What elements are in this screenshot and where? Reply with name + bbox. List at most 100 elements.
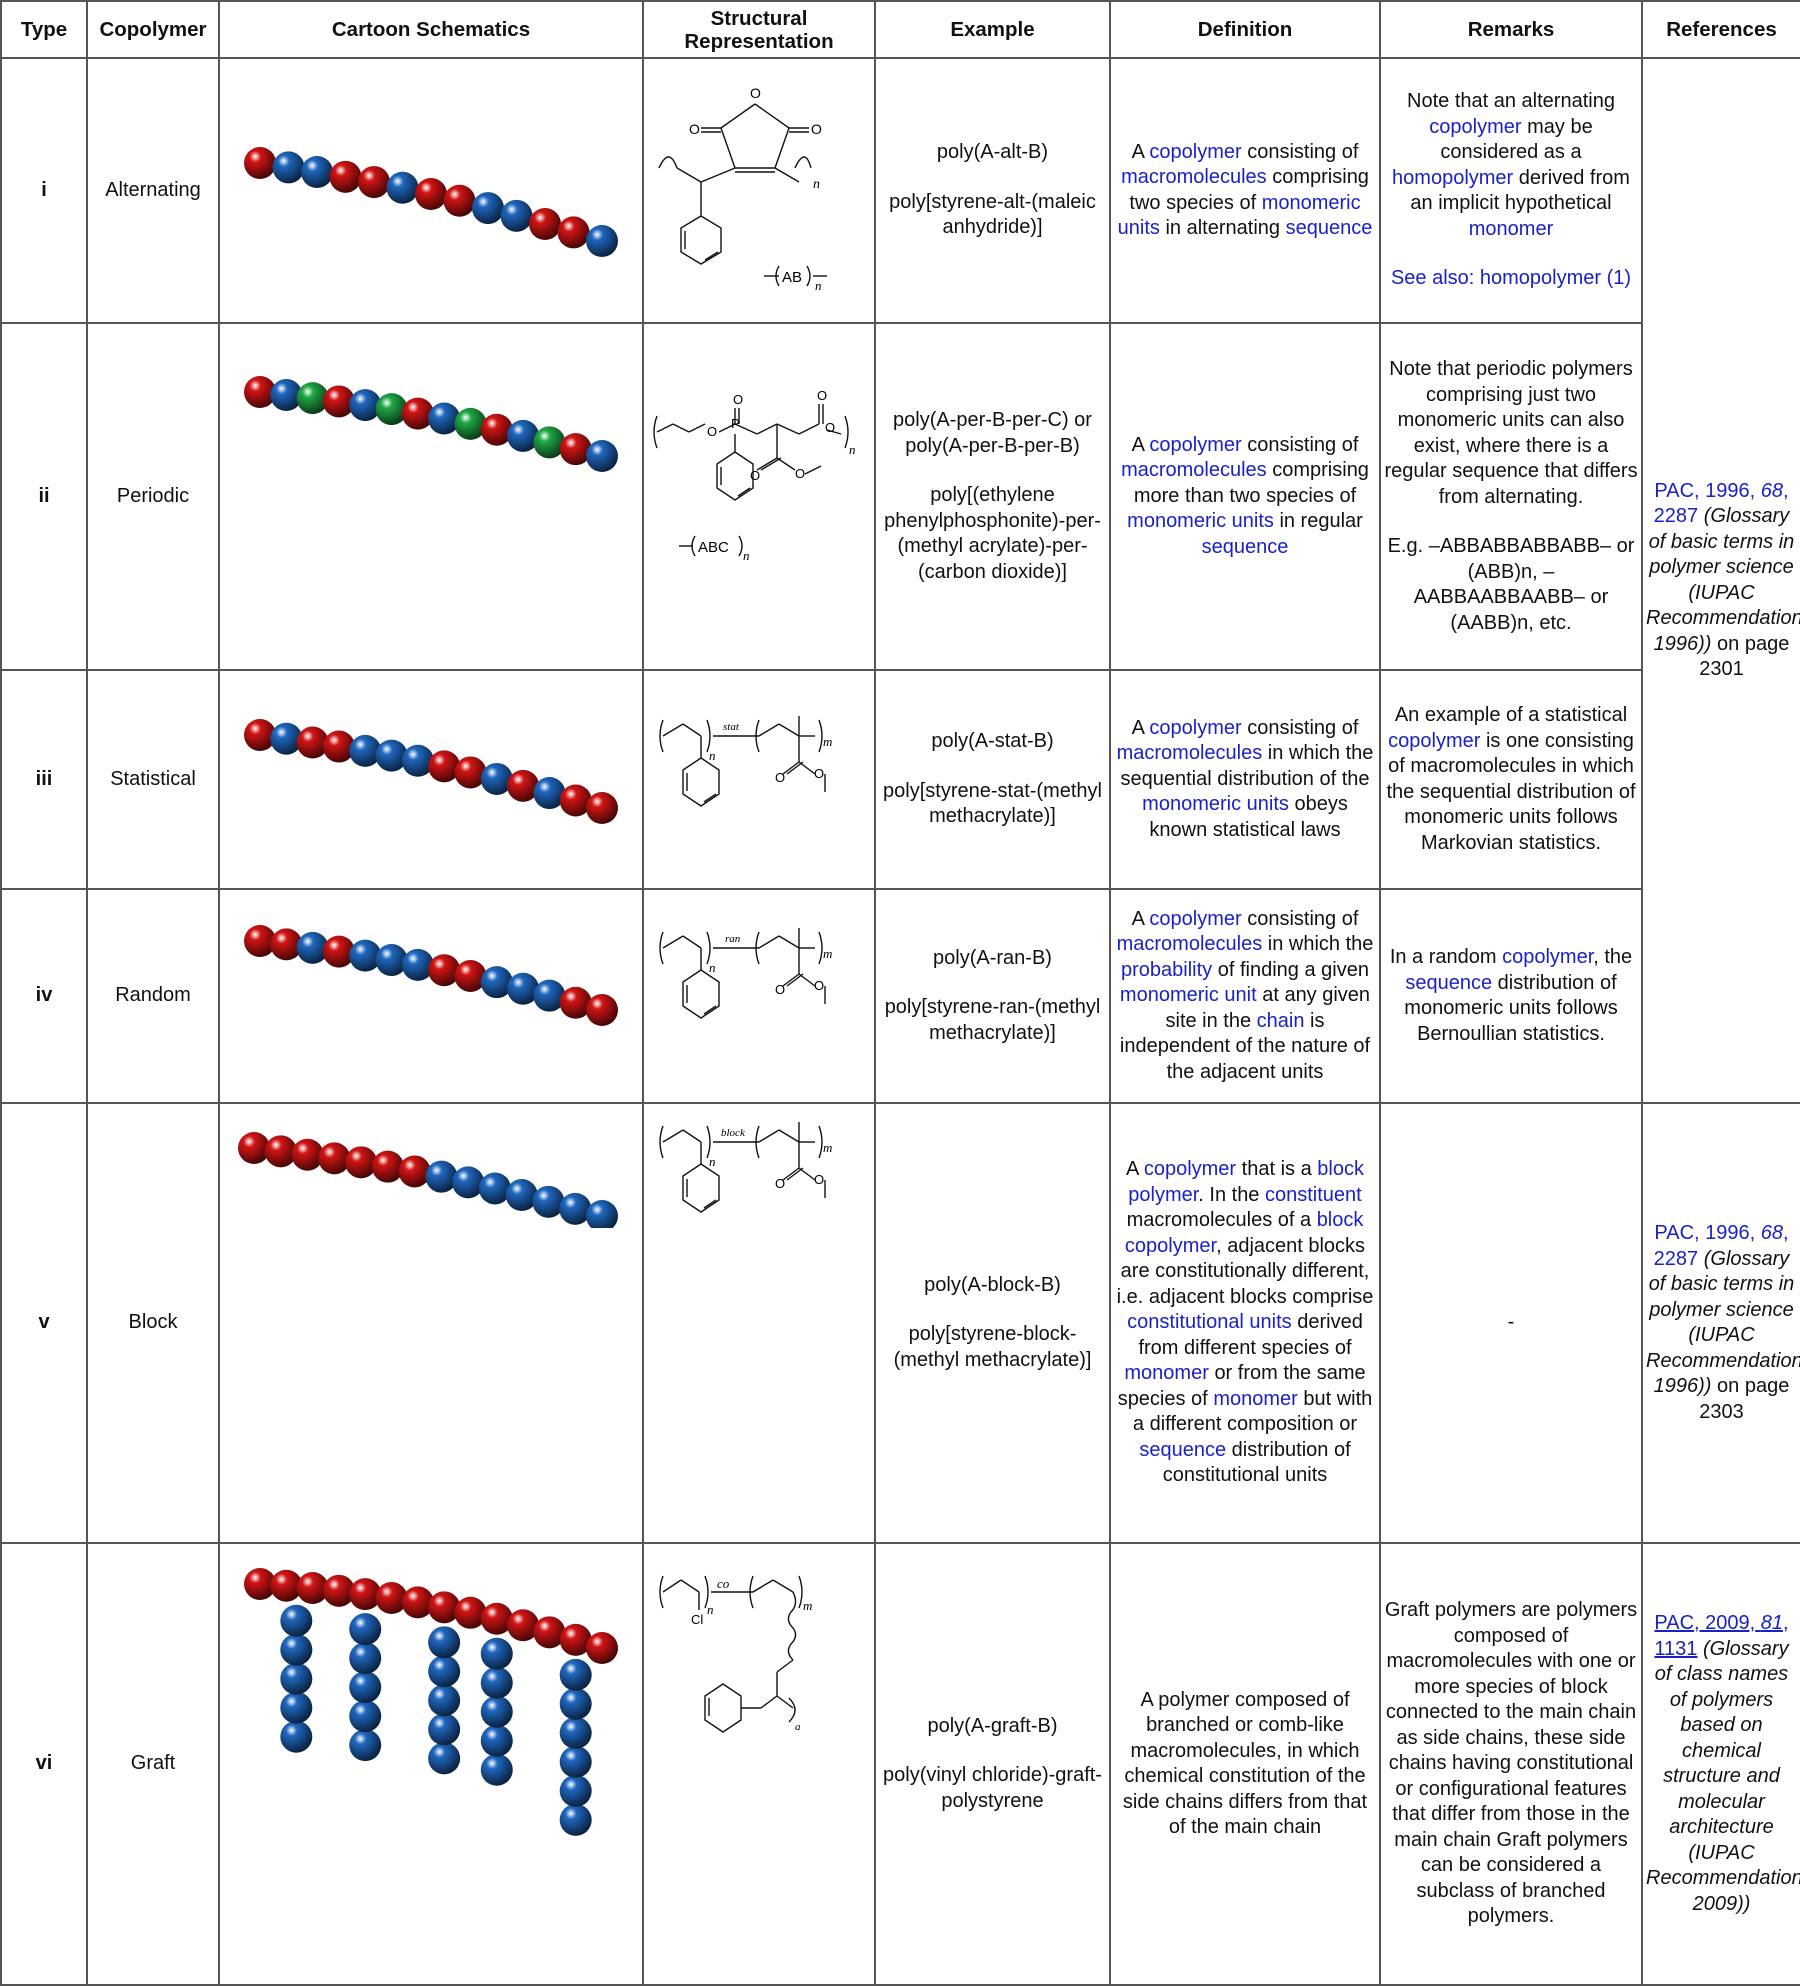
bead [291, 1138, 324, 1171]
svg-text:n: n [849, 442, 856, 457]
svg-text:O: O [825, 420, 835, 435]
bead [559, 1192, 592, 1225]
link-sequence[interactable]: sequence [1139, 1438, 1227, 1461]
svg-text:n: n [707, 1602, 714, 1617]
link-copolymer[interactable]: copolymer [1149, 716, 1242, 739]
svg-text:n: n [743, 548, 750, 563]
type-cell: iv [0, 888, 88, 1104]
bead [296, 381, 329, 414]
bead [454, 959, 487, 992]
bead [349, 1613, 382, 1646]
link-sequence[interactable]: sequence [1405, 971, 1493, 994]
bead [398, 1155, 431, 1188]
bead [280, 1604, 313, 1637]
link-monomeric[interactable]: monomeric [1261, 191, 1361, 214]
bead [559, 1716, 592, 1749]
bead [586, 791, 618, 824]
link-chain[interactable]: chain [1256, 1009, 1305, 1032]
remarks-cell: An example of a statistical copolymer is… [1379, 669, 1643, 890]
bead [428, 749, 461, 782]
link-monomeric-units[interactable]: monomeric units [1142, 793, 1289, 816]
definition-cell: A copolymer consisting of macromolecules… [1109, 888, 1381, 1104]
bead [270, 928, 303, 961]
link-macromolecules[interactable]: macromolecules [1121, 459, 1267, 482]
svg-text:m: m [823, 1140, 832, 1155]
remarks-cell: In a random copolymer, the sequence dist… [1379, 888, 1643, 1104]
copolymer-name: Graft [86, 1542, 220, 1986]
bead [454, 407, 487, 440]
bead [401, 744, 434, 777]
bead [301, 155, 333, 188]
header-copolymer: Copolymer [86, 0, 220, 59]
link-block-copolymer[interactable]: block copolymer [1124, 1209, 1364, 1257]
bead [559, 783, 592, 816]
link-copolymer[interactable]: copolymer [1502, 946, 1594, 968]
link-copolymer[interactable]: copolymer [1149, 433, 1242, 456]
bead [401, 397, 434, 430]
link-units[interactable]: units [1117, 217, 1160, 239]
link-probability[interactable]: probability [1121, 958, 1213, 981]
table-row: iv Random [0, 888, 1800, 1104]
type-cell: i [0, 57, 88, 324]
link-monomeric-units[interactable]: monomeric units [1127, 510, 1274, 533]
bead [480, 762, 513, 795]
definition-cell: A copolymer consisting of macromolecules… [1109, 322, 1381, 671]
bead [559, 986, 592, 1019]
bead [415, 177, 447, 210]
bead-graft-structure [244, 1568, 618, 1836]
svg-text:O: O [775, 1176, 785, 1191]
link-copolymer[interactable]: copolymer [1149, 140, 1242, 163]
copolymer-name: Block [86, 1102, 220, 1544]
bead [280, 1720, 313, 1753]
link-copolymer[interactable]: copolymer [1143, 1158, 1237, 1181]
reference-cell: PAC, 1996, 68, 2287 (Glossary of basic t… [1641, 57, 1800, 1104]
header-row: Type Copolymer Cartoon Schematics Struct… [0, 0, 1800, 59]
link-macromolecules[interactable]: macromolecules [1121, 166, 1267, 188]
bead [443, 184, 476, 217]
bead-chain-random [244, 925, 618, 1026]
reference-link[interactable]: PAC, 2009, 81, 1131 [1654, 1612, 1789, 1660]
bead [480, 1637, 513, 1670]
link-monomeric-unit[interactable]: monomeric unit [1119, 984, 1257, 1007]
link-monomer[interactable]: monomer [1124, 1362, 1209, 1385]
link-homopolymer[interactable]: homopolymer [1392, 166, 1514, 189]
link-monomer[interactable]: monomer [1468, 217, 1554, 240]
svg-text:O: O [814, 978, 824, 993]
header-type: Type [0, 0, 88, 59]
bead [349, 388, 382, 421]
bead [318, 1142, 351, 1175]
link-block-polymer[interactable]: block polymer [1128, 1158, 1364, 1206]
link-sequence[interactable]: sequence [1285, 217, 1373, 239]
type-cell: ii [0, 322, 88, 671]
bead [480, 1724, 513, 1757]
example-specific: poly[styrene-alt-(maleic anhydride)] [889, 190, 1096, 239]
link-copolymer[interactable]: copolymer [1388, 729, 1481, 752]
example-cell: poly(A-alt-B) poly[styrene-alt-(maleic a… [874, 57, 1111, 324]
link-macromolecules[interactable]: macromolecules [1116, 933, 1263, 956]
svg-text:O: O [814, 766, 824, 781]
bead [296, 931, 329, 964]
bead [280, 1691, 313, 1724]
link-copolymer[interactable]: copolymer [1429, 115, 1522, 138]
bead [428, 402, 461, 435]
link-copolymer[interactable]: copolymer [1149, 907, 1242, 930]
bead-chain-block [238, 1132, 618, 1228]
link-constituent[interactable]: constituent [1265, 1183, 1362, 1206]
reference-link[interactable]: PAC, 1996, 68, 2287 [1653, 479, 1789, 528]
bead [244, 718, 276, 751]
link-monomer[interactable]: monomer [1213, 1387, 1298, 1410]
bead [349, 1700, 382, 1733]
bead-chain-alternating [244, 146, 618, 257]
bead [559, 1774, 592, 1807]
bead [559, 1687, 592, 1720]
reference-link[interactable]: PAC, 1996, 68, 2287 [1653, 1222, 1789, 1270]
see-also-link[interactable]: See also: homopolymer (1) [1390, 267, 1632, 290]
cartoon-cell [218, 888, 644, 1104]
bead [244, 1568, 276, 1600]
link-macromolecules[interactable]: macromolecules [1116, 742, 1263, 765]
link-constitutional-units[interactable]: constitutional units [1127, 1311, 1292, 1334]
link-sequence[interactable]: sequence [1201, 535, 1289, 558]
svg-text:m: m [823, 734, 832, 749]
svg-text:O: O [707, 424, 717, 439]
example-specific: poly[styrene-stat-(methyl methacrylate)] [883, 779, 1102, 828]
